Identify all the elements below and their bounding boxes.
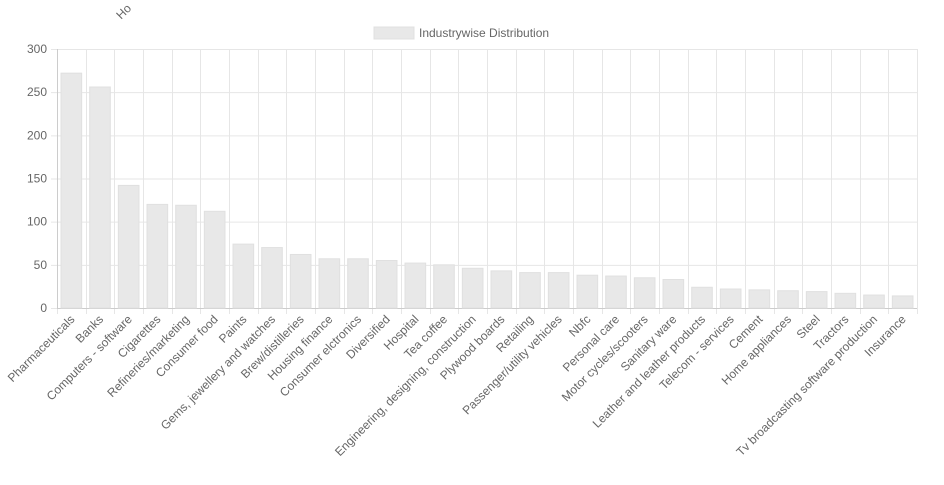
legend-label: Industrywise Distribution bbox=[419, 26, 549, 40]
bar[interactable] bbox=[805, 291, 828, 309]
bar[interactable] bbox=[89, 86, 111, 309]
y-tick-label: 50 bbox=[34, 258, 48, 272]
bar[interactable] bbox=[633, 277, 656, 309]
bar[interactable] bbox=[175, 204, 197, 309]
bar[interactable] bbox=[834, 292, 857, 309]
bar[interactable] bbox=[347, 258, 369, 309]
bar[interactable] bbox=[404, 262, 427, 309]
legend-swatch bbox=[373, 26, 415, 40]
bar[interactable] bbox=[662, 279, 685, 309]
y-tick-label: 150 bbox=[27, 172, 47, 186]
bar[interactable] bbox=[691, 286, 713, 309]
bar[interactable] bbox=[60, 72, 83, 309]
bar[interactable] bbox=[375, 260, 398, 309]
bars bbox=[60, 72, 914, 309]
bar[interactable] bbox=[605, 275, 627, 309]
clipped-header-label: Ho bbox=[113, 1, 134, 22]
bar[interactable] bbox=[146, 203, 169, 309]
y-tick-label: 300 bbox=[27, 42, 47, 56]
y-tick-label: 250 bbox=[27, 85, 47, 99]
bar[interactable] bbox=[863, 294, 885, 309]
bar[interactable] bbox=[547, 272, 570, 309]
bar[interactable] bbox=[748, 289, 771, 309]
bar[interactable] bbox=[891, 295, 914, 309]
bar[interactable] bbox=[232, 243, 255, 309]
bar[interactable] bbox=[433, 264, 455, 309]
bar[interactable] bbox=[318, 258, 341, 309]
bar[interactable] bbox=[719, 288, 742, 309]
bar[interactable] bbox=[576, 274, 599, 309]
bar[interactable] bbox=[490, 270, 513, 309]
bar[interactable] bbox=[117, 184, 140, 309]
bar[interactable] bbox=[461, 267, 484, 309]
gridlines bbox=[51, 49, 918, 314]
legend[interactable]: Industrywise Distribution bbox=[373, 26, 549, 40]
y-tick-label: 200 bbox=[27, 128, 47, 142]
bar[interactable] bbox=[777, 290, 799, 309]
bar[interactable] bbox=[203, 210, 226, 309]
y-tick-label: 0 bbox=[40, 301, 47, 315]
bar[interactable] bbox=[261, 247, 283, 309]
bar[interactable] bbox=[519, 272, 541, 309]
y-axis-ticks: 0 50 100 150 200 250 300 bbox=[27, 42, 47, 315]
y-tick-label: 100 bbox=[27, 215, 47, 229]
bar[interactable] bbox=[289, 253, 312, 309]
